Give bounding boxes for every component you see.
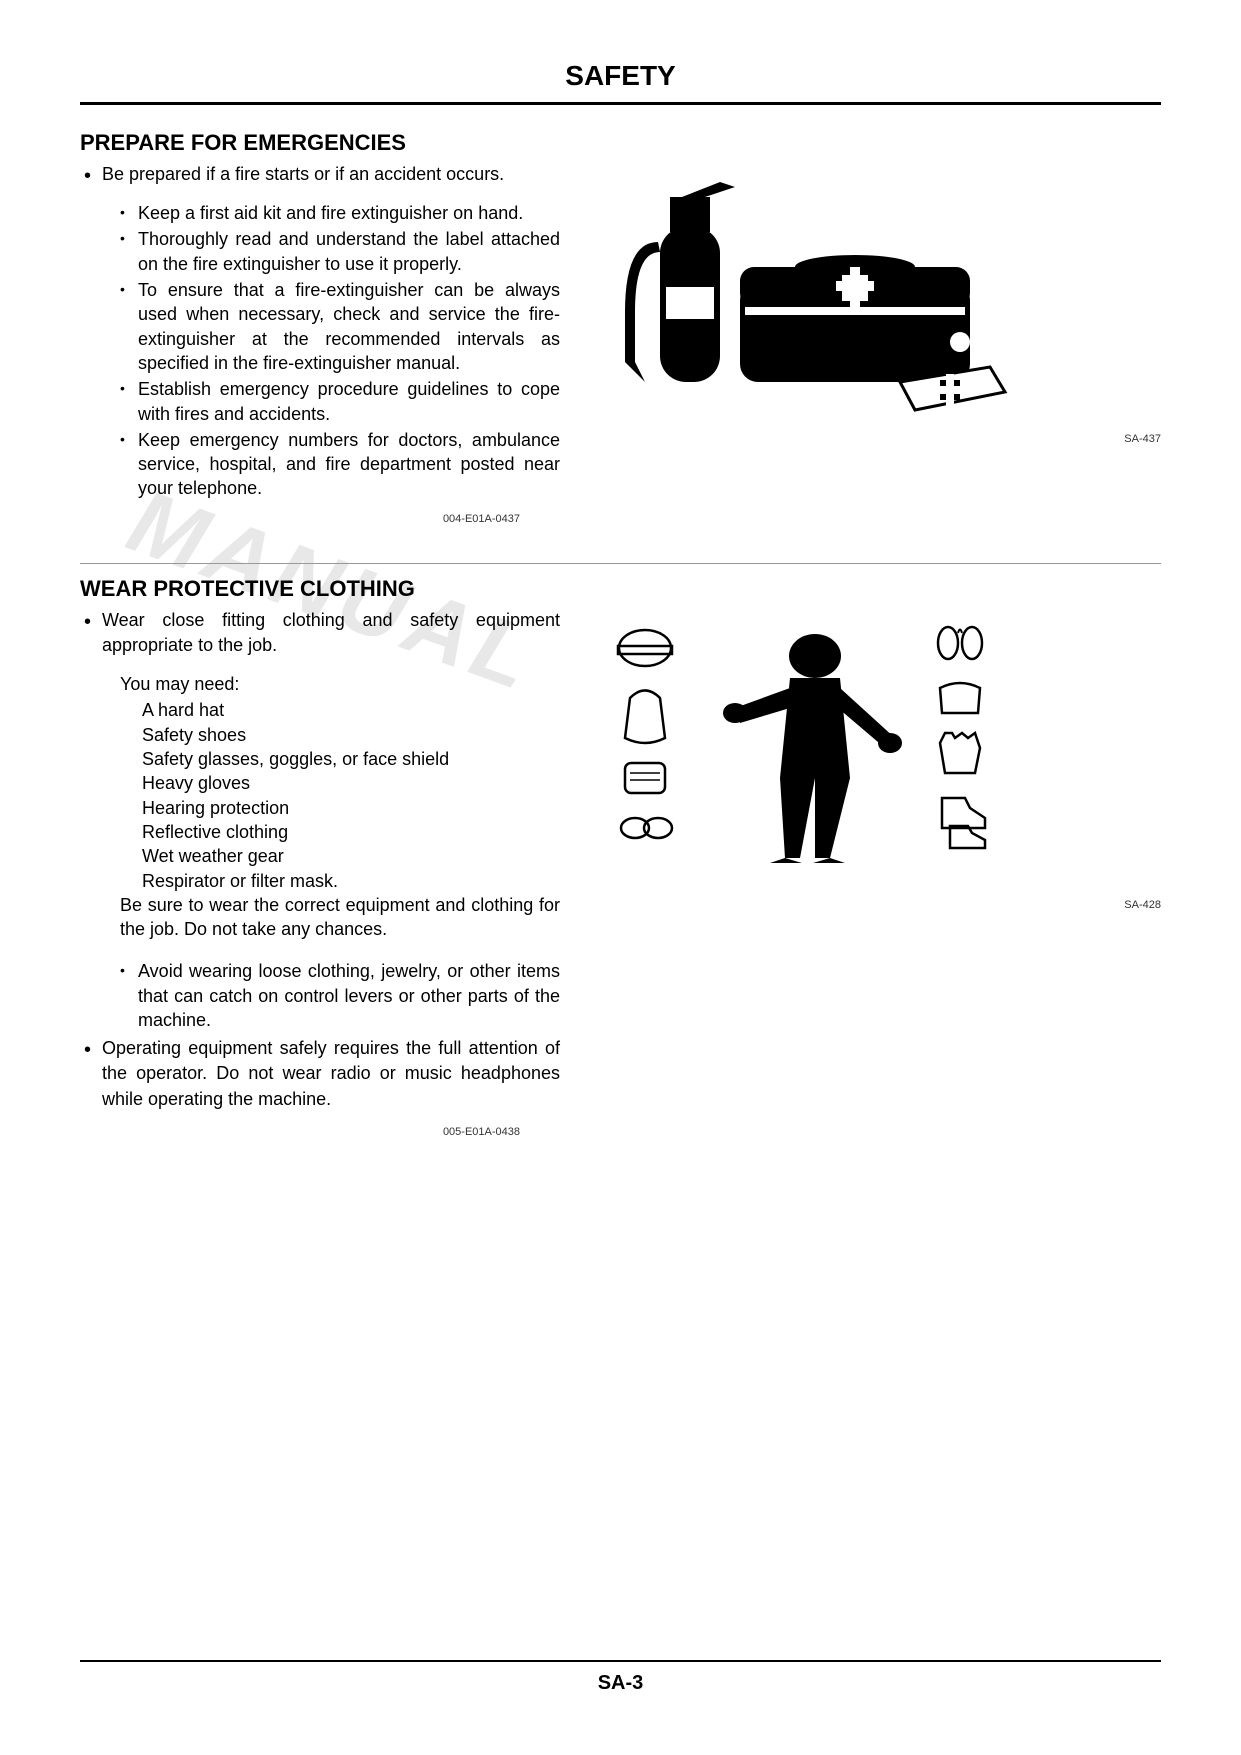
s2-img-caption: SA-428 [1124,899,1161,911]
s1-ref-code: 004-E01A-0437 [80,513,560,525]
section1-image: SA-437 [590,162,1161,533]
section2-title: WEAR PROTECTIVE CLOTHING [80,576,1161,602]
s1-sub-4: Keep emergency numbers for doctors, ambu… [120,428,560,501]
s1-sub-1: Thoroughly read and understand the label… [120,227,560,276]
section-clothing: WEAR PROTECTIVE CLOTHING Wear close fitt… [80,576,1161,1146]
s2-need-5: Reflective clothing [80,820,560,844]
ppe-icon [590,608,1010,888]
s2-lead: You may need: [80,672,560,696]
s1-main-bullet: Be prepared if a fire starts or if an ac… [80,162,560,187]
s1-img-caption: SA-437 [1124,433,1161,445]
s2-need-1: Safety shoes [80,723,560,747]
s2-need-3: Heavy gloves [80,771,560,795]
s2-main-bullet: Wear close fitting clothing and safety e… [80,608,560,658]
section1-text: Be prepared if a fire starts or if an ac… [80,162,560,533]
s2-need-0: A hard hat [80,698,560,722]
s2-main-bullet-2: Operating equipment safely requires the … [80,1036,560,1112]
s1-sub-0: Keep a first aid kit and fire extinguish… [120,201,560,225]
s2-need-6: Wet weather gear [80,844,560,868]
s2-ref-code: 005-E01A-0438 [80,1126,560,1138]
page-title: SAFETY [80,60,1161,105]
s2-trailing: Be sure to wear the correct equipment an… [80,893,560,942]
s2-need-2: Safety glasses, goggles, or face shield [80,747,560,771]
s2-need-7: Respirator or filter mask. [80,869,560,893]
footer-page-number: SA-3 [80,1660,1161,1695]
section-divider-1 [80,563,1161,564]
s1-sub-3: Establish emergency procedure guidelines… [120,377,560,426]
s2-need-4: Hearing protection [80,796,560,820]
s1-sub-2: To ensure that a fire-extinguisher can b… [120,278,560,375]
s2-sub-0: Avoid wearing loose clothing, jewelry, o… [120,959,560,1032]
section1-title: PREPARE FOR EMERGENCIES [80,130,1161,156]
section2-image: SA-428 [590,608,1161,1146]
section2-text: Wear close fitting clothing and safety e… [80,608,560,1146]
extinguisher-icon [590,162,1010,422]
section-emergencies: PREPARE FOR EMERGENCIES Be prepared if a… [80,130,1161,533]
